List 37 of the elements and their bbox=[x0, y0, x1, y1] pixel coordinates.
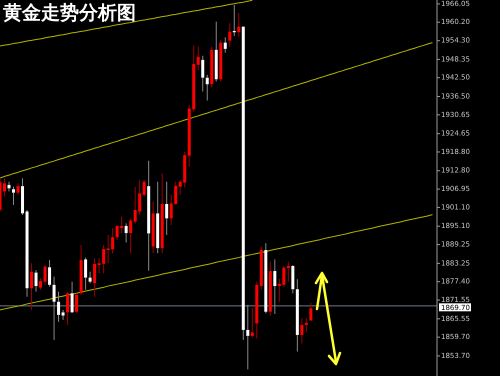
candlestick bbox=[286, 261, 290, 282]
candlestick bbox=[232, 4, 236, 37]
candlestick bbox=[57, 291, 60, 322]
candlestick bbox=[16, 182, 20, 196]
candlestick bbox=[93, 258, 96, 298]
line-series bbox=[0, 0, 253, 47]
candlestick bbox=[246, 304, 250, 370]
candlestick bbox=[250, 308, 254, 338]
candlestick bbox=[88, 271, 92, 284]
line-series bbox=[0, 42, 433, 178]
candlestick bbox=[34, 270, 38, 292]
candlestick bbox=[160, 172, 164, 254]
candlestick bbox=[206, 74, 209, 102]
candlestick bbox=[80, 244, 83, 296]
candlestick bbox=[210, 46, 214, 88]
candlestick bbox=[152, 200, 155, 254]
candlestick bbox=[224, 36, 227, 54]
candlestick bbox=[8, 181, 11, 192]
candlestick bbox=[116, 224, 119, 241]
candlestick bbox=[264, 242, 268, 314]
candlestick bbox=[52, 276, 56, 340]
candlestick bbox=[147, 160, 150, 272]
candlestick bbox=[165, 181, 168, 236]
candlestick bbox=[30, 262, 34, 310]
candlestick bbox=[66, 291, 70, 326]
candlestick bbox=[300, 318, 304, 344]
candlestick bbox=[156, 181, 160, 254]
candlestick bbox=[273, 258, 276, 314]
candlestick bbox=[291, 264, 294, 294]
candlestick bbox=[201, 55, 204, 92]
candlestick bbox=[228, 22, 232, 48]
candlestick bbox=[296, 278, 299, 352]
candlestick bbox=[124, 222, 128, 244]
candlestick bbox=[268, 261, 272, 316]
chart-title: 黄金走势分析图 bbox=[2, 2, 136, 24]
candlestick bbox=[75, 292, 78, 314]
candlestick bbox=[84, 257, 88, 290]
